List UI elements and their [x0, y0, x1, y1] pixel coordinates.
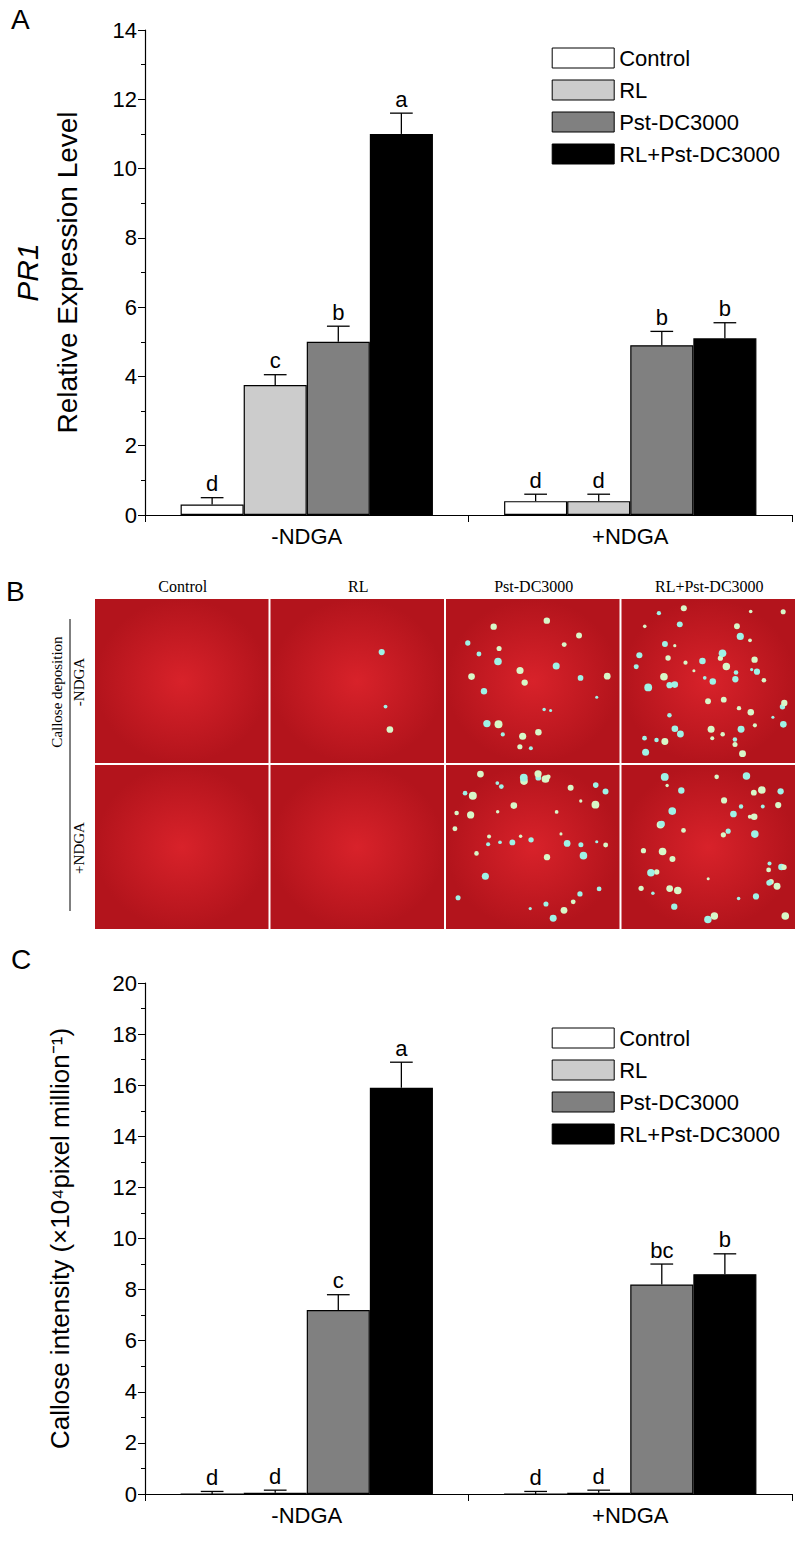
svg-text:Pst-DC3000: Pst-DC3000: [619, 110, 739, 135]
svg-text:RL: RL: [348, 578, 368, 595]
svg-text:10: 10: [113, 1226, 137, 1251]
svg-text:6: 6: [125, 295, 137, 320]
svg-text:b: b: [719, 1227, 731, 1252]
svg-text:10: 10: [113, 156, 137, 181]
svg-text:6: 6: [125, 1328, 137, 1353]
svg-text:+NDGA: +NDGA: [592, 1503, 669, 1528]
svg-text:Callose intensity (×10⁴pixel m: Callose intensity (×10⁴pixel million⁻¹): [45, 1028, 75, 1449]
svg-text:0: 0: [125, 503, 137, 528]
svg-text:b: b: [332, 300, 344, 325]
svg-text:8: 8: [125, 225, 137, 250]
svg-text:14: 14: [113, 1124, 137, 1149]
svg-text:18: 18: [113, 1022, 137, 1047]
svg-text:d: d: [269, 1464, 281, 1489]
svg-text:C: C: [11, 944, 31, 975]
svg-text:12: 12: [113, 87, 137, 112]
svg-text:20: 20: [113, 971, 137, 996]
svg-text:RL+Pst-DC3000: RL+Pst-DC3000: [619, 142, 780, 167]
svg-text:+NDGA: +NDGA: [71, 822, 87, 874]
svg-text:16: 16: [113, 1073, 137, 1098]
svg-text:d: d: [206, 471, 218, 496]
svg-text:d: d: [593, 468, 605, 493]
svg-text:2: 2: [125, 1430, 137, 1455]
svg-text:d: d: [593, 1464, 605, 1489]
svg-text:Callose deposition: Callose deposition: [49, 636, 65, 748]
svg-text:b: b: [719, 296, 731, 321]
svg-text:RL+Pst-DC3000: RL+Pst-DC3000: [619, 1122, 780, 1147]
svg-text:c: c: [333, 1268, 344, 1293]
svg-text:-NDGA: -NDGA: [71, 658, 87, 706]
svg-text:Control: Control: [619, 1026, 690, 1051]
svg-text:b: b: [656, 305, 668, 330]
svg-text:-NDGA: -NDGA: [271, 1503, 342, 1528]
svg-text:Relative Expression Level: Relative Expression Level: [52, 111, 83, 433]
svg-text:c: c: [270, 348, 281, 373]
svg-text:8: 8: [125, 1277, 137, 1302]
svg-text:d: d: [206, 1465, 218, 1490]
svg-text:Control: Control: [158, 578, 207, 595]
svg-text:B: B: [6, 576, 25, 607]
svg-text:PR1: PR1: [11, 243, 44, 301]
svg-text:12: 12: [113, 1175, 137, 1200]
svg-text:-NDGA: -NDGA: [271, 524, 342, 549]
svg-text:a: a: [395, 87, 408, 112]
svg-text:RL: RL: [619, 78, 647, 103]
svg-text:a: a: [395, 1036, 408, 1061]
svg-text:d: d: [530, 468, 542, 493]
svg-text:Pst-DC3000: Pst-DC3000: [494, 578, 573, 595]
svg-text:Pst-DC3000: Pst-DC3000: [619, 1090, 739, 1115]
svg-text:+NDGA: +NDGA: [592, 524, 669, 549]
svg-text:bc: bc: [650, 1238, 673, 1263]
svg-text:4: 4: [125, 1379, 137, 1404]
svg-text:RL: RL: [619, 1058, 647, 1083]
svg-text:Control: Control: [619, 46, 690, 71]
svg-text:RL+Pst-DC3000: RL+Pst-DC3000: [655, 578, 764, 595]
svg-text:2: 2: [125, 433, 137, 458]
svg-text:4: 4: [125, 364, 137, 389]
svg-text:d: d: [530, 1465, 542, 1490]
svg-text:A: A: [11, 4, 30, 35]
svg-text:14: 14: [113, 18, 137, 43]
svg-text:0: 0: [125, 1482, 137, 1507]
